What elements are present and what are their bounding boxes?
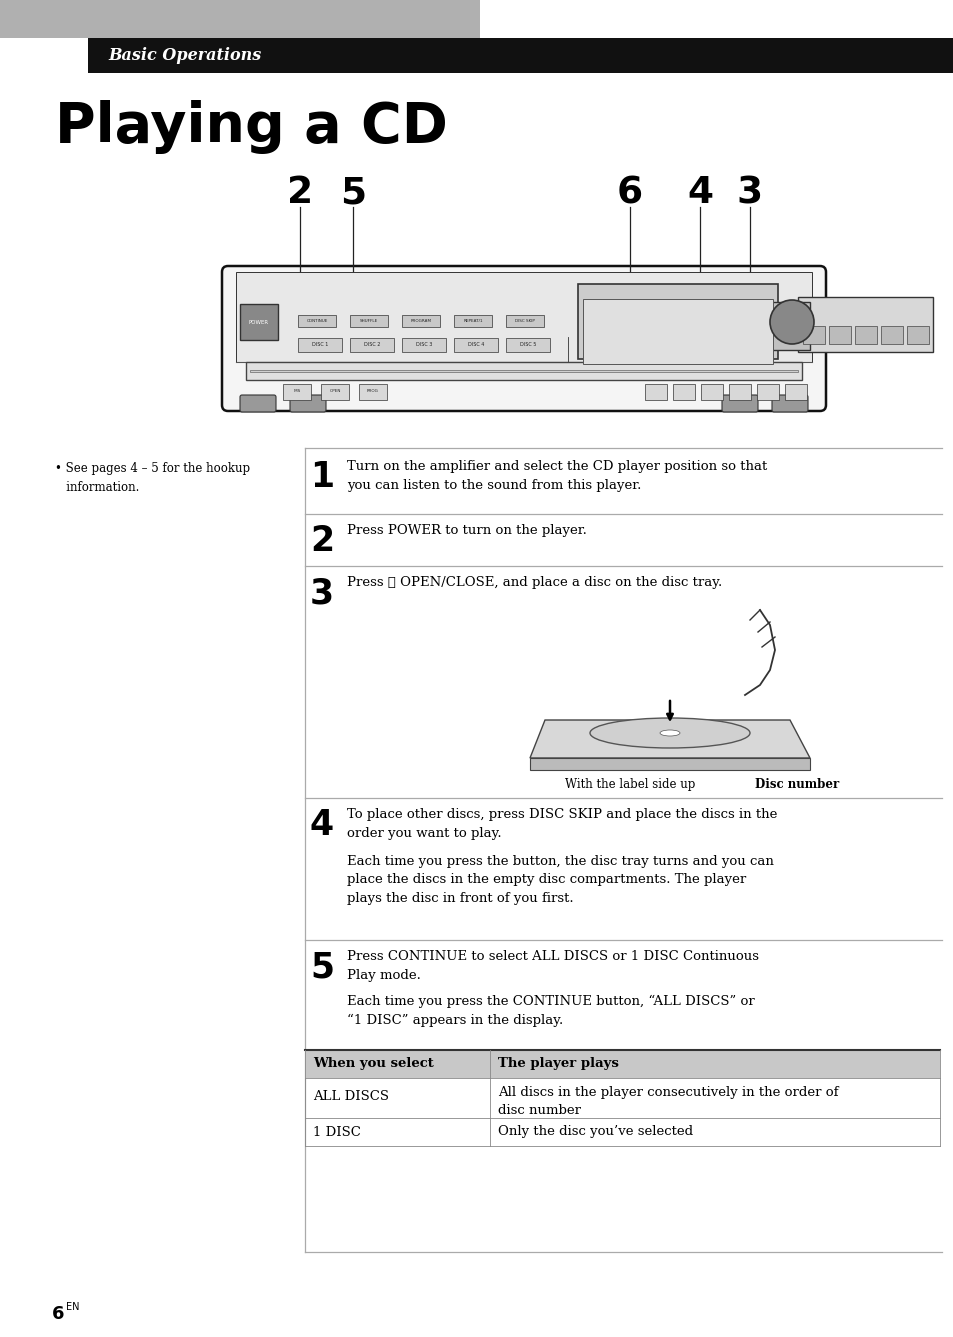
Bar [764,302,809,350]
Text: Playing a CD: Playing a CD [55,100,447,154]
Text: DISC 4: DISC 4 [467,342,484,348]
Text: POWER: POWER [249,320,269,325]
FancyBboxPatch shape [721,394,758,412]
Bar [297,338,341,352]
Ellipse shape [659,730,679,735]
Bar [828,326,850,344]
Text: When you select: When you select [313,1058,434,1071]
Bar [728,384,750,400]
Text: 3: 3 [310,576,334,610]
Bar [350,338,394,352]
Bar [240,303,277,340]
Text: 2: 2 [287,175,313,211]
Text: DISC 5: DISC 5 [519,342,536,348]
Text: PROG: PROG [367,389,378,393]
Bar [700,384,722,400]
Text: Basic Operations: Basic Operations [108,47,261,63]
Text: DISC SKIP: DISC SKIP [515,320,535,324]
Text: Press POWER to turn on the player.: Press POWER to turn on the player. [347,524,586,537]
Bar [88,37,953,74]
Text: 4: 4 [686,175,712,211]
Bar [505,338,550,352]
Bar [505,316,543,328]
Bar [401,338,446,352]
Bar [350,316,388,328]
Bar [305,1050,939,1078]
Bar [757,384,779,400]
Bar [235,271,811,362]
Bar [454,316,492,328]
Text: SHUFFLE: SHUFFLE [359,320,377,324]
Bar [246,362,801,380]
Text: CONTINUE: CONTINUE [306,320,327,324]
Bar [578,283,778,360]
Text: Each time you press the button, the disc tray turns and you can
place the discs : Each time you press the button, the disc… [347,854,773,905]
Bar [320,384,349,400]
FancyBboxPatch shape [222,266,825,410]
Bar [454,338,497,352]
Polygon shape [530,721,809,758]
Text: ALL DISCS: ALL DISCS [313,1090,389,1103]
Text: Turn on the amplifier and select the CD player position so that
you can listen t: Turn on the amplifier and select the CD … [347,460,766,492]
Polygon shape [530,758,809,770]
Text: • See pages 4 – 5 for the hookup
   information.: • See pages 4 – 5 for the hookup informa… [55,463,250,493]
Bar [283,384,311,400]
Text: DISC 1: DISC 1 [312,342,328,348]
Text: 1: 1 [310,460,334,493]
Bar [802,326,824,344]
Text: Press CONTINUE to select ALL DISCS or 1 DISC Continuous
Play mode.: Press CONTINUE to select ALL DISCS or 1 … [347,951,759,981]
Text: 6: 6 [617,175,642,211]
Text: PROGRAM: PROGRAM [410,320,431,324]
Text: Each time you press the CONTINUE button, “ALL DISCS” or
“1 DISC” appears in the : Each time you press the CONTINUE button,… [347,995,754,1027]
Text: With the label side up: With the label side up [564,778,695,792]
Bar [784,384,806,400]
Text: OPEN: OPEN [329,389,340,393]
Text: 5: 5 [310,951,334,984]
Bar [880,326,902,344]
FancyBboxPatch shape [290,394,326,412]
Text: 5: 5 [339,175,366,211]
Text: EN: EN [66,1302,79,1312]
Bar [401,316,439,328]
Text: 4: 4 [310,808,334,842]
Text: All discs in the player consecutively in the order of
disc number: All discs in the player consecutively in… [497,1086,838,1116]
FancyBboxPatch shape [0,0,479,37]
Text: DISC 3: DISC 3 [416,342,432,348]
Bar [644,384,666,400]
Bar [797,297,932,352]
FancyBboxPatch shape [771,394,807,412]
Text: Press ≣ OPEN/CLOSE, and place a disc on the disc tray.: Press ≣ OPEN/CLOSE, and place a disc on … [347,576,721,590]
Text: 1 DISC: 1 DISC [313,1126,360,1139]
Ellipse shape [589,718,749,747]
Text: REPEAT/1: REPEAT/1 [463,320,482,324]
Bar [672,384,695,400]
Bar [297,316,335,328]
Text: The player plays: The player plays [497,1058,618,1071]
Bar [358,384,387,400]
Text: To place other discs, press DISC SKIP and place the discs in the
order you want : To place other discs, press DISC SKIP an… [347,808,777,840]
Text: 2: 2 [310,524,334,558]
Text: Only the disc you’ve selected: Only the disc you’ve selected [497,1126,693,1139]
Bar [582,299,772,364]
Text: Disc number: Disc number [754,778,839,792]
Text: IMS: IMS [294,389,300,393]
Circle shape [769,299,813,344]
Text: 3: 3 [736,175,762,211]
FancyBboxPatch shape [240,394,275,412]
Bar [906,326,928,344]
Bar [250,370,797,372]
Text: DISC 2: DISC 2 [363,342,380,348]
Text: 6: 6 [52,1305,65,1324]
Bar [854,326,876,344]
